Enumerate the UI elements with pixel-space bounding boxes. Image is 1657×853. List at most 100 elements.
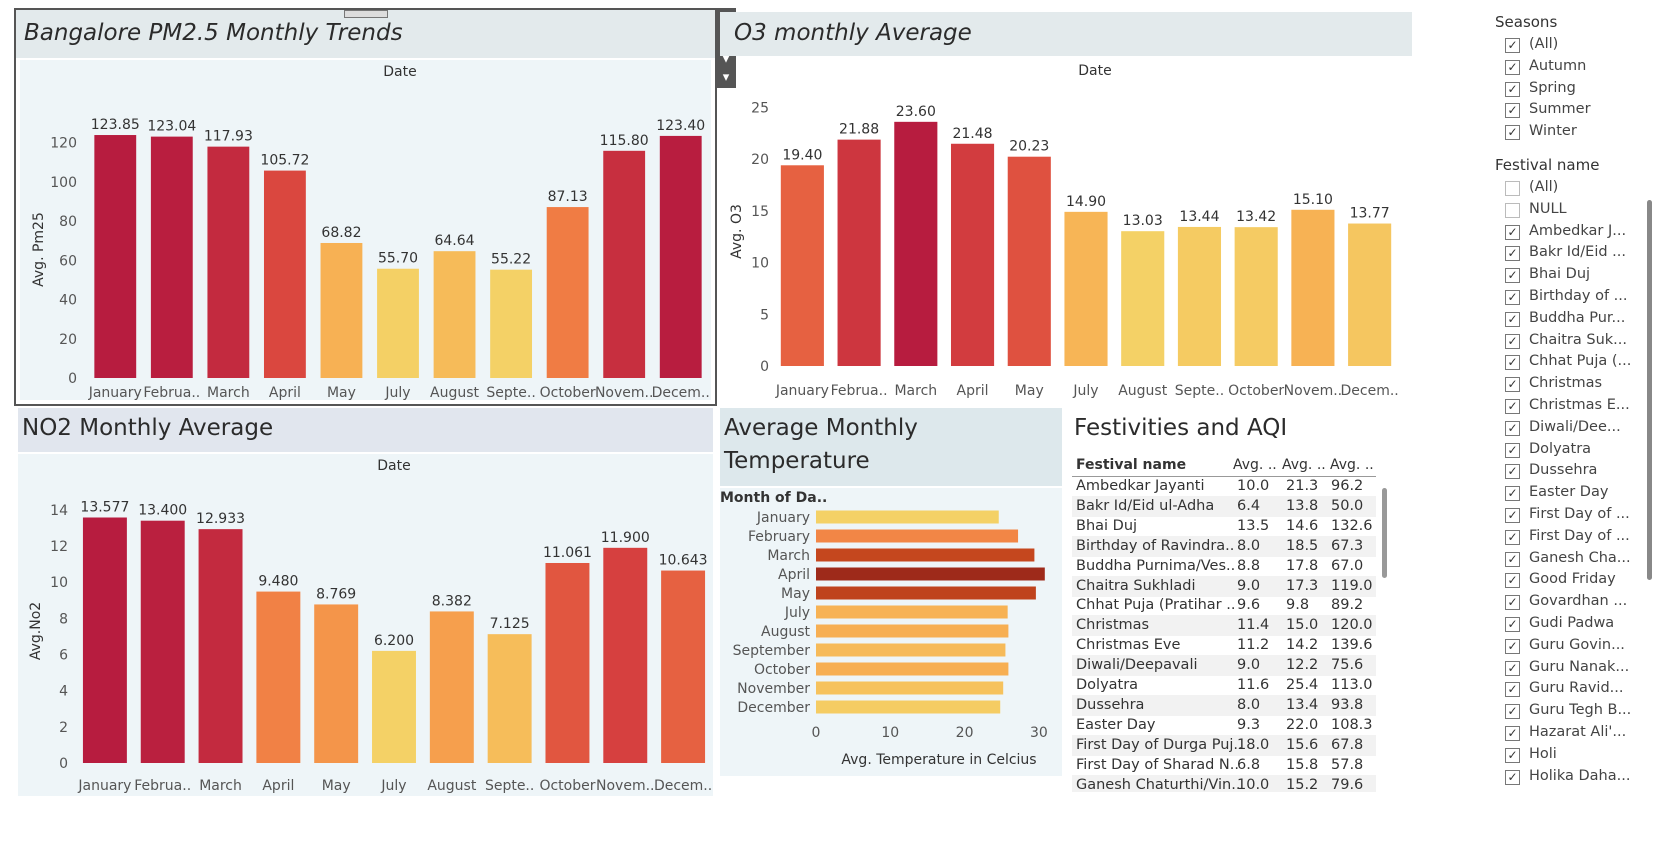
- checkbox-checked-icon[interactable]: ✓: [1505, 377, 1520, 393]
- column-header-festival-name[interactable]: Festival name: [1076, 457, 1187, 473]
- checkbox-checked-icon[interactable]: ✓: [1505, 508, 1520, 523]
- bar: [816, 681, 1004, 695]
- table-row[interactable]: Birthday of Ravindra.. 8.0 18.5 67.3: [1072, 535, 1376, 557]
- checkbox-checked-icon[interactable]: ✓: [1505, 442, 1520, 458]
- season-option-label: Summer: [1529, 101, 1591, 118]
- x-tick-label: May: [327, 385, 356, 401]
- checkbox-checked-icon[interactable]: ✓: [1505, 81, 1520, 97]
- checkbox-checked-icon[interactable]: ✓: [1505, 125, 1520, 141]
- table-row[interactable]: Christmas Eve 11.2 14.2 139.6: [1072, 635, 1376, 656]
- table-row[interactable]: Bhai Duj 13.5 14.6 132.6: [1072, 516, 1376, 537]
- y-tick-label: July: [784, 605, 810, 621]
- table-row[interactable]: Chaitra Sukhladi 9.0 17.3 119.0: [1072, 575, 1376, 597]
- checkbox-checked-icon[interactable]: ✓: [1505, 399, 1520, 414]
- festivities-panel[interactable]: Festivities and AQI Festival name Avg. .…: [1068, 408, 1394, 792]
- checkbox-checked-icon[interactable]: ✓: [1505, 290, 1520, 305]
- checkbox-checked-icon[interactable]: ✓: [1505, 59, 1520, 75]
- table-row[interactable]: Chhat Puja (Pratihar .. 9.6 9.8 89.2: [1072, 595, 1376, 616]
- checkbox-checked-icon[interactable]: ✓: [1505, 529, 1520, 545]
- checkbox-checked-icon[interactable]: ✓: [1505, 704, 1520, 720]
- bar: [816, 624, 1009, 638]
- festival-option-label: Bakr Id/Eid ...: [1529, 244, 1626, 261]
- table-row[interactable]: First Day of Durga Puj.. 18.0 15.6 67.8: [1072, 734, 1376, 756]
- checkbox-unchecked-icon[interactable]: [1505, 202, 1520, 218]
- checkbox-checked-icon[interactable]: ✓: [1505, 224, 1520, 240]
- checkbox-checked-icon[interactable]: ✓: [1505, 486, 1520, 502]
- value-cell: 12.2: [1286, 657, 1319, 674]
- temp-panel[interactable]: Average Monthly Temperature Month of Da.…: [720, 408, 1062, 776]
- data-label: 21.88: [839, 122, 879, 138]
- table-row[interactable]: Easter Day 9.3 22.0 108.3: [1072, 715, 1376, 736]
- festival-option-label: Dolyatra: [1529, 440, 1592, 457]
- no2-chart: Date Avg.No2 0 2 4 6 8 10 12 14 13.577 January 13.40…: [28, 458, 712, 794]
- pm25-title-bar: Bangalore PM2.5 Monthly Trends: [16, 10, 715, 58]
- value-cell: 9.6: [1237, 597, 1261, 614]
- bar: [372, 650, 416, 763]
- y-tick-label: 10: [751, 256, 769, 272]
- table-row[interactable]: Bakr Id/Eid ul-Adha 6.4 13.8 50.0: [1072, 495, 1376, 517]
- table-row[interactable]: First Day of Sharad N.. 6.8 15.8 57.8: [1072, 755, 1376, 776]
- drag-handle[interactable]: [344, 10, 388, 18]
- value-cell: 9.8: [1286, 597, 1310, 614]
- festival-name-cell: First Day of Durga Puj..: [1076, 736, 1243, 753]
- checkbox-checked-icon[interactable]: ✓: [1505, 551, 1520, 567]
- data-label: 115.80: [600, 133, 649, 149]
- checkbox-checked-icon[interactable]: ✓: [1505, 617, 1520, 632]
- column-header-2[interactable]: Avg. ..: [1282, 457, 1326, 473]
- bar: [816, 567, 1045, 581]
- bar: [490, 269, 533, 378]
- pm25-panel[interactable]: Bangalore PM2.5 Monthly Trends Date Avg. …: [14, 8, 717, 406]
- checkbox-checked-icon[interactable]: ✓: [1505, 38, 1520, 53]
- data-label: 11.900: [601, 530, 650, 546]
- x-tick-label: October: [540, 385, 596, 401]
- checkbox-checked-icon[interactable]: ✓: [1505, 355, 1520, 371]
- checkbox-checked-icon[interactable]: ✓: [1505, 660, 1520, 676]
- table-row[interactable]: Dussehra 8.0 13.4 93.8: [1072, 694, 1376, 716]
- checkbox-checked-icon[interactable]: ✓: [1505, 638, 1520, 654]
- checkbox-checked-icon[interactable]: ✓: [1505, 573, 1520, 589]
- table-row[interactable]: Christmas 11.4 15.0 120.0: [1072, 615, 1376, 637]
- checkbox-checked-icon[interactable]: ✓: [1505, 333, 1520, 349]
- bar: [816, 662, 1009, 676]
- table-row[interactable]: Ambedkar Jayanti 10.0 21.3 96.2: [1072, 476, 1376, 497]
- data-label: 8.769: [316, 586, 356, 602]
- no2-panel[interactable]: NO2 Monthly Average Date Avg.No2 0 2 4 6 8 10 12…: [18, 408, 713, 796]
- filter-scrollbar[interactable]: [1647, 200, 1652, 580]
- column-header-3[interactable]: Avg. ..: [1330, 457, 1374, 473]
- table-row[interactable]: Dolyatra 11.6 25.4 113.0: [1072, 675, 1376, 696]
- checkbox-checked-icon[interactable]: ✓: [1505, 726, 1520, 741]
- table-row[interactable]: Buddha Purnima/Ves.. 8.8 17.8 67.0: [1072, 556, 1376, 577]
- table-row[interactable]: Diwali/Deepavali 9.0 12.2 75.6: [1072, 655, 1376, 677]
- value-cell: 15.0: [1286, 617, 1319, 634]
- o3-panel[interactable]: O3 monthly Average Date Avg. O3 0 5 10 15 20 25…: [720, 12, 1412, 406]
- checkbox-checked-icon[interactable]: ✓: [1505, 311, 1520, 327]
- checkbox-checked-icon[interactable]: ✓: [1505, 103, 1520, 119]
- column-header-1[interactable]: Avg. ..: [1233, 457, 1277, 473]
- checkbox-checked-icon[interactable]: ✓: [1505, 682, 1520, 698]
- checkbox-checked-icon[interactable]: ✓: [1505, 769, 1520, 785]
- y-tick-label: April: [778, 567, 810, 583]
- checkbox-checked-icon[interactable]: ✓: [1505, 747, 1520, 763]
- value-cell: 10.0: [1237, 776, 1270, 793]
- value-cell: 9.3: [1237, 716, 1261, 733]
- bar: [82, 517, 127, 763]
- checkbox-checked-icon[interactable]: ✓: [1505, 464, 1520, 480]
- value-cell: 67.8: [1331, 736, 1364, 753]
- value-cell: 8.8: [1237, 557, 1261, 574]
- table-row[interactable]: Ganesh Chaturthi/Vin.. 10.0 15.2 79.6: [1072, 774, 1376, 793]
- table-scrollbar[interactable]: [1382, 488, 1387, 578]
- checkbox-checked-icon[interactable]: ✓: [1505, 420, 1520, 436]
- y-tick-label: November: [737, 681, 810, 697]
- data-label: 13.77: [1350, 206, 1390, 222]
- value-cell: 139.6: [1331, 637, 1373, 654]
- checkbox-checked-icon[interactable]: ✓: [1505, 595, 1520, 611]
- x-tick-label: 30: [1030, 725, 1048, 741]
- festival-option-label: First Day of ...: [1529, 506, 1630, 522]
- checkbox-checked-icon[interactable]: ✓: [1505, 246, 1520, 262]
- checkbox-unchecked-icon[interactable]: [1505, 181, 1520, 196]
- checkbox-checked-icon[interactable]: ✓: [1505, 268, 1520, 284]
- bar: [816, 700, 1001, 714]
- festival-name-cell: Easter Day: [1076, 716, 1156, 733]
- more-options-icon[interactable]: ▾: [716, 68, 736, 88]
- y-tick-label: 2: [59, 720, 68, 736]
